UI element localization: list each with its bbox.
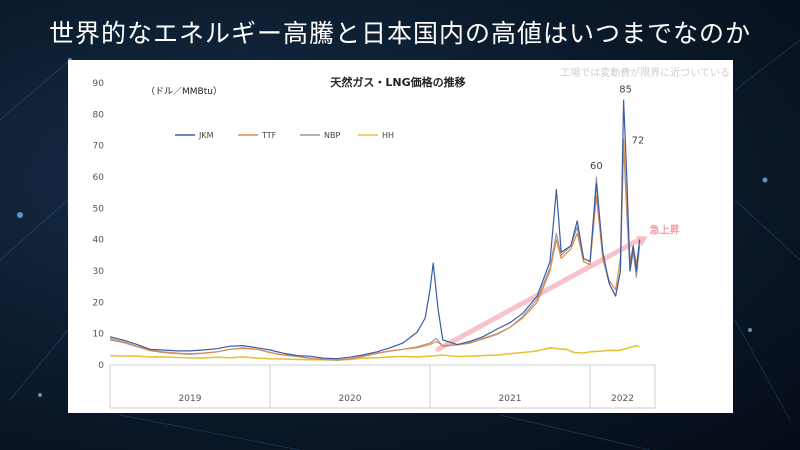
- y-tick-label: 50: [93, 204, 105, 214]
- series-layer: [109, 99, 641, 361]
- annotation-rise: 急上昇: [650, 224, 680, 237]
- y-axis-unit: （ドル／MMBtu）: [146, 86, 222, 97]
- series-line-jkm: [109, 99, 641, 360]
- year-label: 2020: [339, 394, 362, 404]
- annotations: 85 72 60 急上昇: [590, 85, 680, 237]
- y-tick-label: 0: [98, 361, 104, 371]
- annotation-peak: 60: [590, 161, 603, 172]
- overlay-note: 工場では変動費が限界に近づいている: [560, 66, 730, 79]
- year-label: 2021: [499, 394, 522, 404]
- year-label: 2019: [179, 394, 202, 404]
- axis-layer: 0 10 20 30 40 50 60 70 80 90 2019 2020 2021 2022: [93, 79, 656, 409]
- series-line-hh: [109, 344, 640, 361]
- y-tick-label: 30: [93, 267, 105, 277]
- chart-title: 天然ガス・LNG価格の推移: [330, 75, 465, 89]
- legend-label-ttf: TTF: [261, 131, 277, 140]
- y-tick-label: 40: [93, 236, 105, 246]
- legend-label-jkm: JKM: [198, 131, 214, 140]
- annotation-peak: 72: [632, 135, 645, 146]
- y-tick-label: 70: [93, 142, 105, 152]
- annotation-peak: 85: [619, 85, 632, 96]
- gas-price-chart: 天然ガス・LNG価格の推移 （ドル／MMBtu） 工場では変動費が限界に近づいて…: [93, 66, 730, 409]
- y-tick-label: 80: [93, 110, 105, 120]
- slide-title: 世界的なエネルギー高騰と日本国内の高値はいつまでなのか: [48, 19, 751, 48]
- legend-label-nbp: NBP: [324, 131, 340, 140]
- y-tick-label: 10: [93, 330, 105, 340]
- y-tick-label: 90: [93, 79, 105, 89]
- legend-label-hh: HH: [382, 131, 394, 140]
- y-tick-label: 60: [93, 173, 105, 183]
- legend: JKM TTF NBP HH: [175, 131, 394, 140]
- year-label: 2022: [611, 394, 634, 404]
- y-tick-label: 20: [93, 298, 105, 308]
- chart-panel: 天然ガス・LNG価格の推移 （ドル／MMBtu） 工場では変動費が限界に近づいて…: [68, 60, 733, 413]
- trend-arrow-head: [635, 235, 648, 247]
